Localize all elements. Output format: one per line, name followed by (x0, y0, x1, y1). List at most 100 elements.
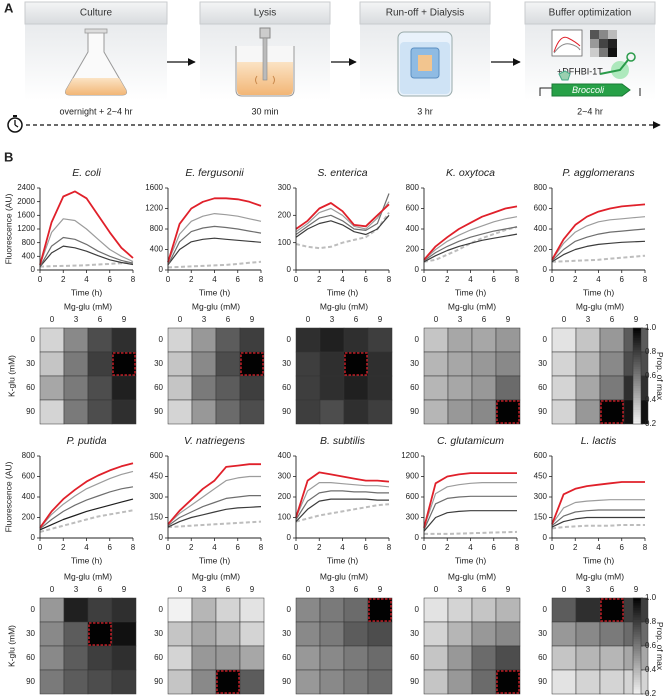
colorbar-segment (633, 662, 641, 666)
colorbar-segment (633, 340, 641, 343)
mini-curve (553, 36, 581, 53)
step-header (359, 1, 491, 25)
heatmap-cell (295, 645, 321, 671)
y-tick-label: 400 (534, 224, 548, 233)
colorbar-segment (633, 660, 641, 664)
best-condition (368, 598, 392, 622)
colorbar-segment (633, 361, 641, 365)
heatmap-cell (447, 327, 473, 353)
x-axis-label: Mg-glu (mM) (448, 571, 496, 581)
y-tick-label: 90 (26, 407, 35, 416)
colorbar-segment (633, 364, 641, 367)
x-axis-label: Time (h) (71, 555, 102, 565)
y-tick-label: 800 (534, 183, 548, 192)
heatmap-cell (575, 375, 601, 401)
colorbar-segment (633, 617, 641, 620)
colorbar-segment (633, 407, 641, 410)
heatmap-cell (191, 645, 217, 671)
sound-waves (255, 75, 275, 85)
series-line (167, 506, 262, 528)
y-tick-label: 90 (538, 677, 547, 686)
heatmap-cell (447, 645, 473, 671)
heatmap-cell (167, 351, 193, 377)
heatmap-cell (39, 399, 65, 425)
x-tick-label: 8 (515, 543, 520, 552)
x-axis-label: Mg-glu (mM) (64, 571, 112, 581)
step-title: Culture (80, 8, 113, 19)
y-tick-label: 30 (26, 359, 35, 368)
y-tick-label: 0 (543, 265, 548, 274)
panel-label: B (4, 149, 13, 164)
y-tick-label: 400 (22, 492, 36, 501)
colorbar-segment (633, 653, 641, 656)
heatmap-cell (215, 597, 241, 623)
x-tick-label: 6 (226, 315, 231, 324)
mini-chart (551, 29, 583, 57)
heatmap-cell (367, 645, 393, 671)
x-axis-label: Mg-glu (mM) (320, 571, 368, 581)
heatmap-cell (295, 399, 321, 425)
x-tick-label: 0 (166, 275, 171, 284)
y-tick-label: 0 (543, 335, 548, 344)
step-header (199, 1, 331, 25)
x-tick-label: 6 (98, 585, 103, 594)
chart-title: L. lactis (581, 435, 617, 447)
heatmap-cell (87, 351, 113, 377)
heatmap-cell (551, 375, 577, 401)
best-condition (496, 670, 520, 694)
y-tick-label: 0 (415, 335, 420, 344)
colorbar-segment (633, 376, 641, 379)
heatmap-cell (111, 351, 137, 377)
series-line (167, 197, 262, 263)
y-tick-label: 0 (31, 265, 36, 274)
heatmap-cell (367, 375, 393, 401)
x-tick-label: 9 (506, 315, 511, 324)
x-tick-label: 0 (562, 585, 567, 594)
series-line (423, 510, 517, 532)
series-line (295, 202, 390, 230)
x-tick-label: 6 (354, 585, 359, 594)
best-condition (344, 352, 368, 376)
heatmap-cell (471, 669, 497, 695)
heatmap-cell (599, 669, 625, 695)
heatmap-cell (599, 375, 625, 401)
heatmap-cell (215, 399, 241, 425)
heatmap-cell (575, 327, 601, 353)
heatmap-cell (319, 327, 345, 353)
x-tick-label: 8 (131, 543, 136, 552)
y-tick-label: 30 (410, 359, 419, 368)
x-axis-label: Mg-glu (mM) (192, 571, 240, 581)
y-tick-label: 90 (26, 677, 35, 686)
heatmap-cell (599, 351, 625, 377)
y-tick-label: 60 (282, 653, 291, 662)
y-tick-label: 1600 (17, 210, 35, 219)
y-tick-label: 1200 (401, 451, 419, 460)
step-header (524, 1, 656, 25)
colorbar-segment (633, 392, 641, 396)
sonicator-head (259, 27, 271, 39)
series-line (551, 516, 645, 528)
y-tick-label: 0 (287, 265, 292, 274)
heatmap-cell (191, 375, 217, 401)
colorbar-tick-label: 0.6 (645, 371, 657, 380)
x-tick-label: 6 (482, 585, 487, 594)
colorbar-segment (633, 419, 641, 422)
aptamer (599, 59, 629, 75)
heatmap-cell (447, 597, 473, 623)
heatmap-cell (63, 669, 89, 695)
y-tick-label: 30 (538, 629, 547, 638)
heatmap-cell (111, 645, 137, 671)
colorbar-segment (633, 686, 641, 690)
heatmap-cell (447, 375, 473, 401)
heatmap-cell (111, 621, 137, 647)
x-tick-label: 2 (317, 275, 322, 284)
y-tick-label: 600 (534, 204, 548, 213)
y-tick-label: 200 (406, 245, 420, 254)
heatmap-cell (471, 597, 497, 623)
heatmap-cell (87, 621, 113, 647)
colorbar-tick-label: 0.4 (645, 395, 657, 404)
heatmap-cell (167, 645, 193, 671)
chart-title: V. natriegens (184, 435, 246, 447)
x-tick-label: 3 (74, 315, 79, 324)
